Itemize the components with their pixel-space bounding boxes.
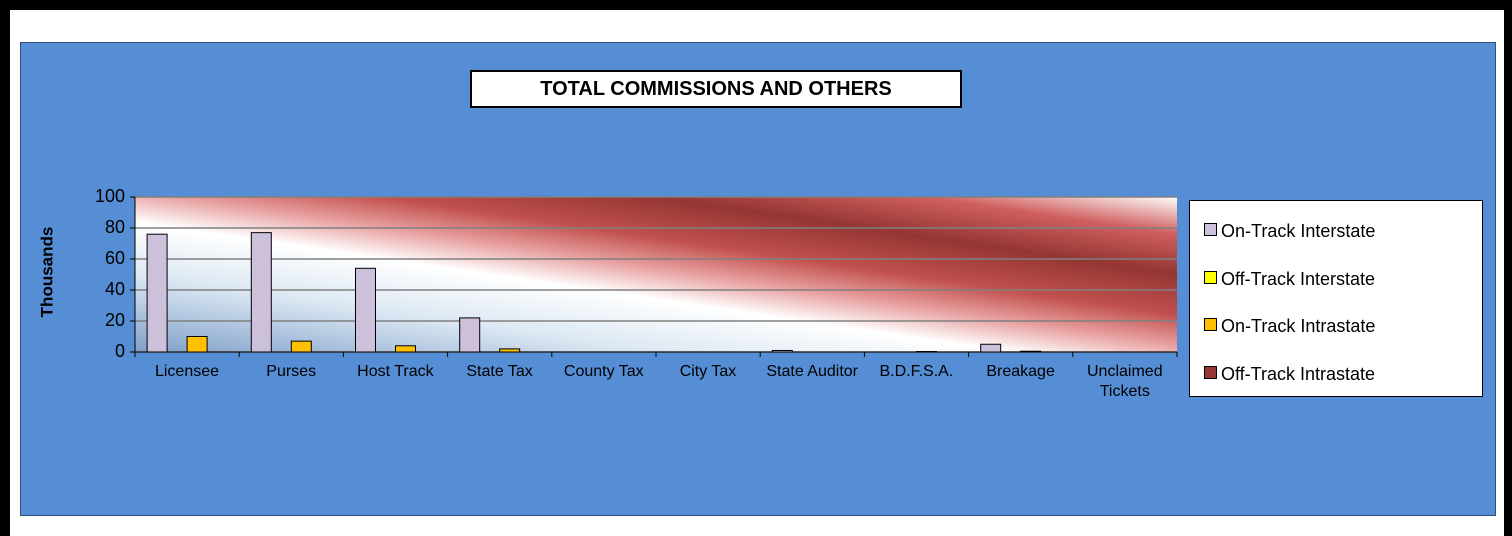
legend-swatch bbox=[1204, 365, 1217, 379]
bar bbox=[499, 348, 521, 353]
bar bbox=[290, 340, 312, 353]
legend: On-Track Interstate Off-Track Interstate O… bbox=[1189, 200, 1483, 397]
x-tick-label: County Tax bbox=[563, 363, 644, 380]
legend-item: On-Track Intrastate bbox=[1204, 316, 1375, 336]
bar bbox=[980, 343, 1002, 353]
bar bbox=[459, 317, 481, 353]
legend-label: Off-Track Interstate bbox=[1221, 268, 1376, 289]
legend-label: Off-Track Intrastate bbox=[1221, 363, 1376, 384]
y-tick-label: 80 bbox=[105, 217, 125, 237]
bar bbox=[1020, 350, 1042, 353]
legend-item: On-Track Interstate bbox=[1204, 221, 1375, 241]
y-tick-label: 60 bbox=[105, 248, 125, 268]
x-tick-label: B.D.F.S.A. bbox=[879, 363, 954, 380]
y-tick-label: 40 bbox=[105, 279, 125, 299]
y-tick-label: 0 bbox=[115, 341, 125, 361]
x-tick-label: State Tax bbox=[466, 363, 533, 380]
x-tick-label: Licensee bbox=[154, 363, 220, 380]
bar bbox=[186, 336, 208, 353]
bar bbox=[250, 232, 272, 353]
x-tick-label: State Auditor bbox=[766, 363, 858, 380]
legend-swatch bbox=[1204, 270, 1217, 284]
plot-area bbox=[135, 197, 1177, 352]
y-tick-label: 100 bbox=[95, 186, 125, 206]
bar bbox=[395, 345, 416, 353]
x-tick-label: Purses bbox=[266, 363, 317, 380]
legend-label: On-Track Interstate bbox=[1221, 221, 1376, 241]
chart-title: TOTAL COMMISSIONS AND OTHERS bbox=[470, 70, 962, 108]
legend-swatch bbox=[1204, 223, 1217, 236]
legend-label: On-Track Intrastate bbox=[1221, 316, 1376, 336]
legend-item: Off-Track Interstate bbox=[1204, 269, 1375, 289]
legend-item: Off-Track Intrastate bbox=[1204, 364, 1375, 384]
x-tick-label: Unclaimed Tickets bbox=[1087, 363, 1163, 400]
x-tick-label: City Tax bbox=[679, 363, 737, 380]
y-axis-label: Thousands bbox=[37, 227, 56, 318]
y-tick-label: 20 bbox=[105, 310, 125, 330]
bar bbox=[355, 267, 376, 353]
legend-swatch bbox=[1204, 318, 1217, 331]
x-tick-label: Host Track bbox=[357, 363, 434, 380]
x-tick-label: Breakage bbox=[986, 363, 1055, 380]
bar bbox=[771, 349, 793, 353]
bar bbox=[146, 233, 168, 353]
